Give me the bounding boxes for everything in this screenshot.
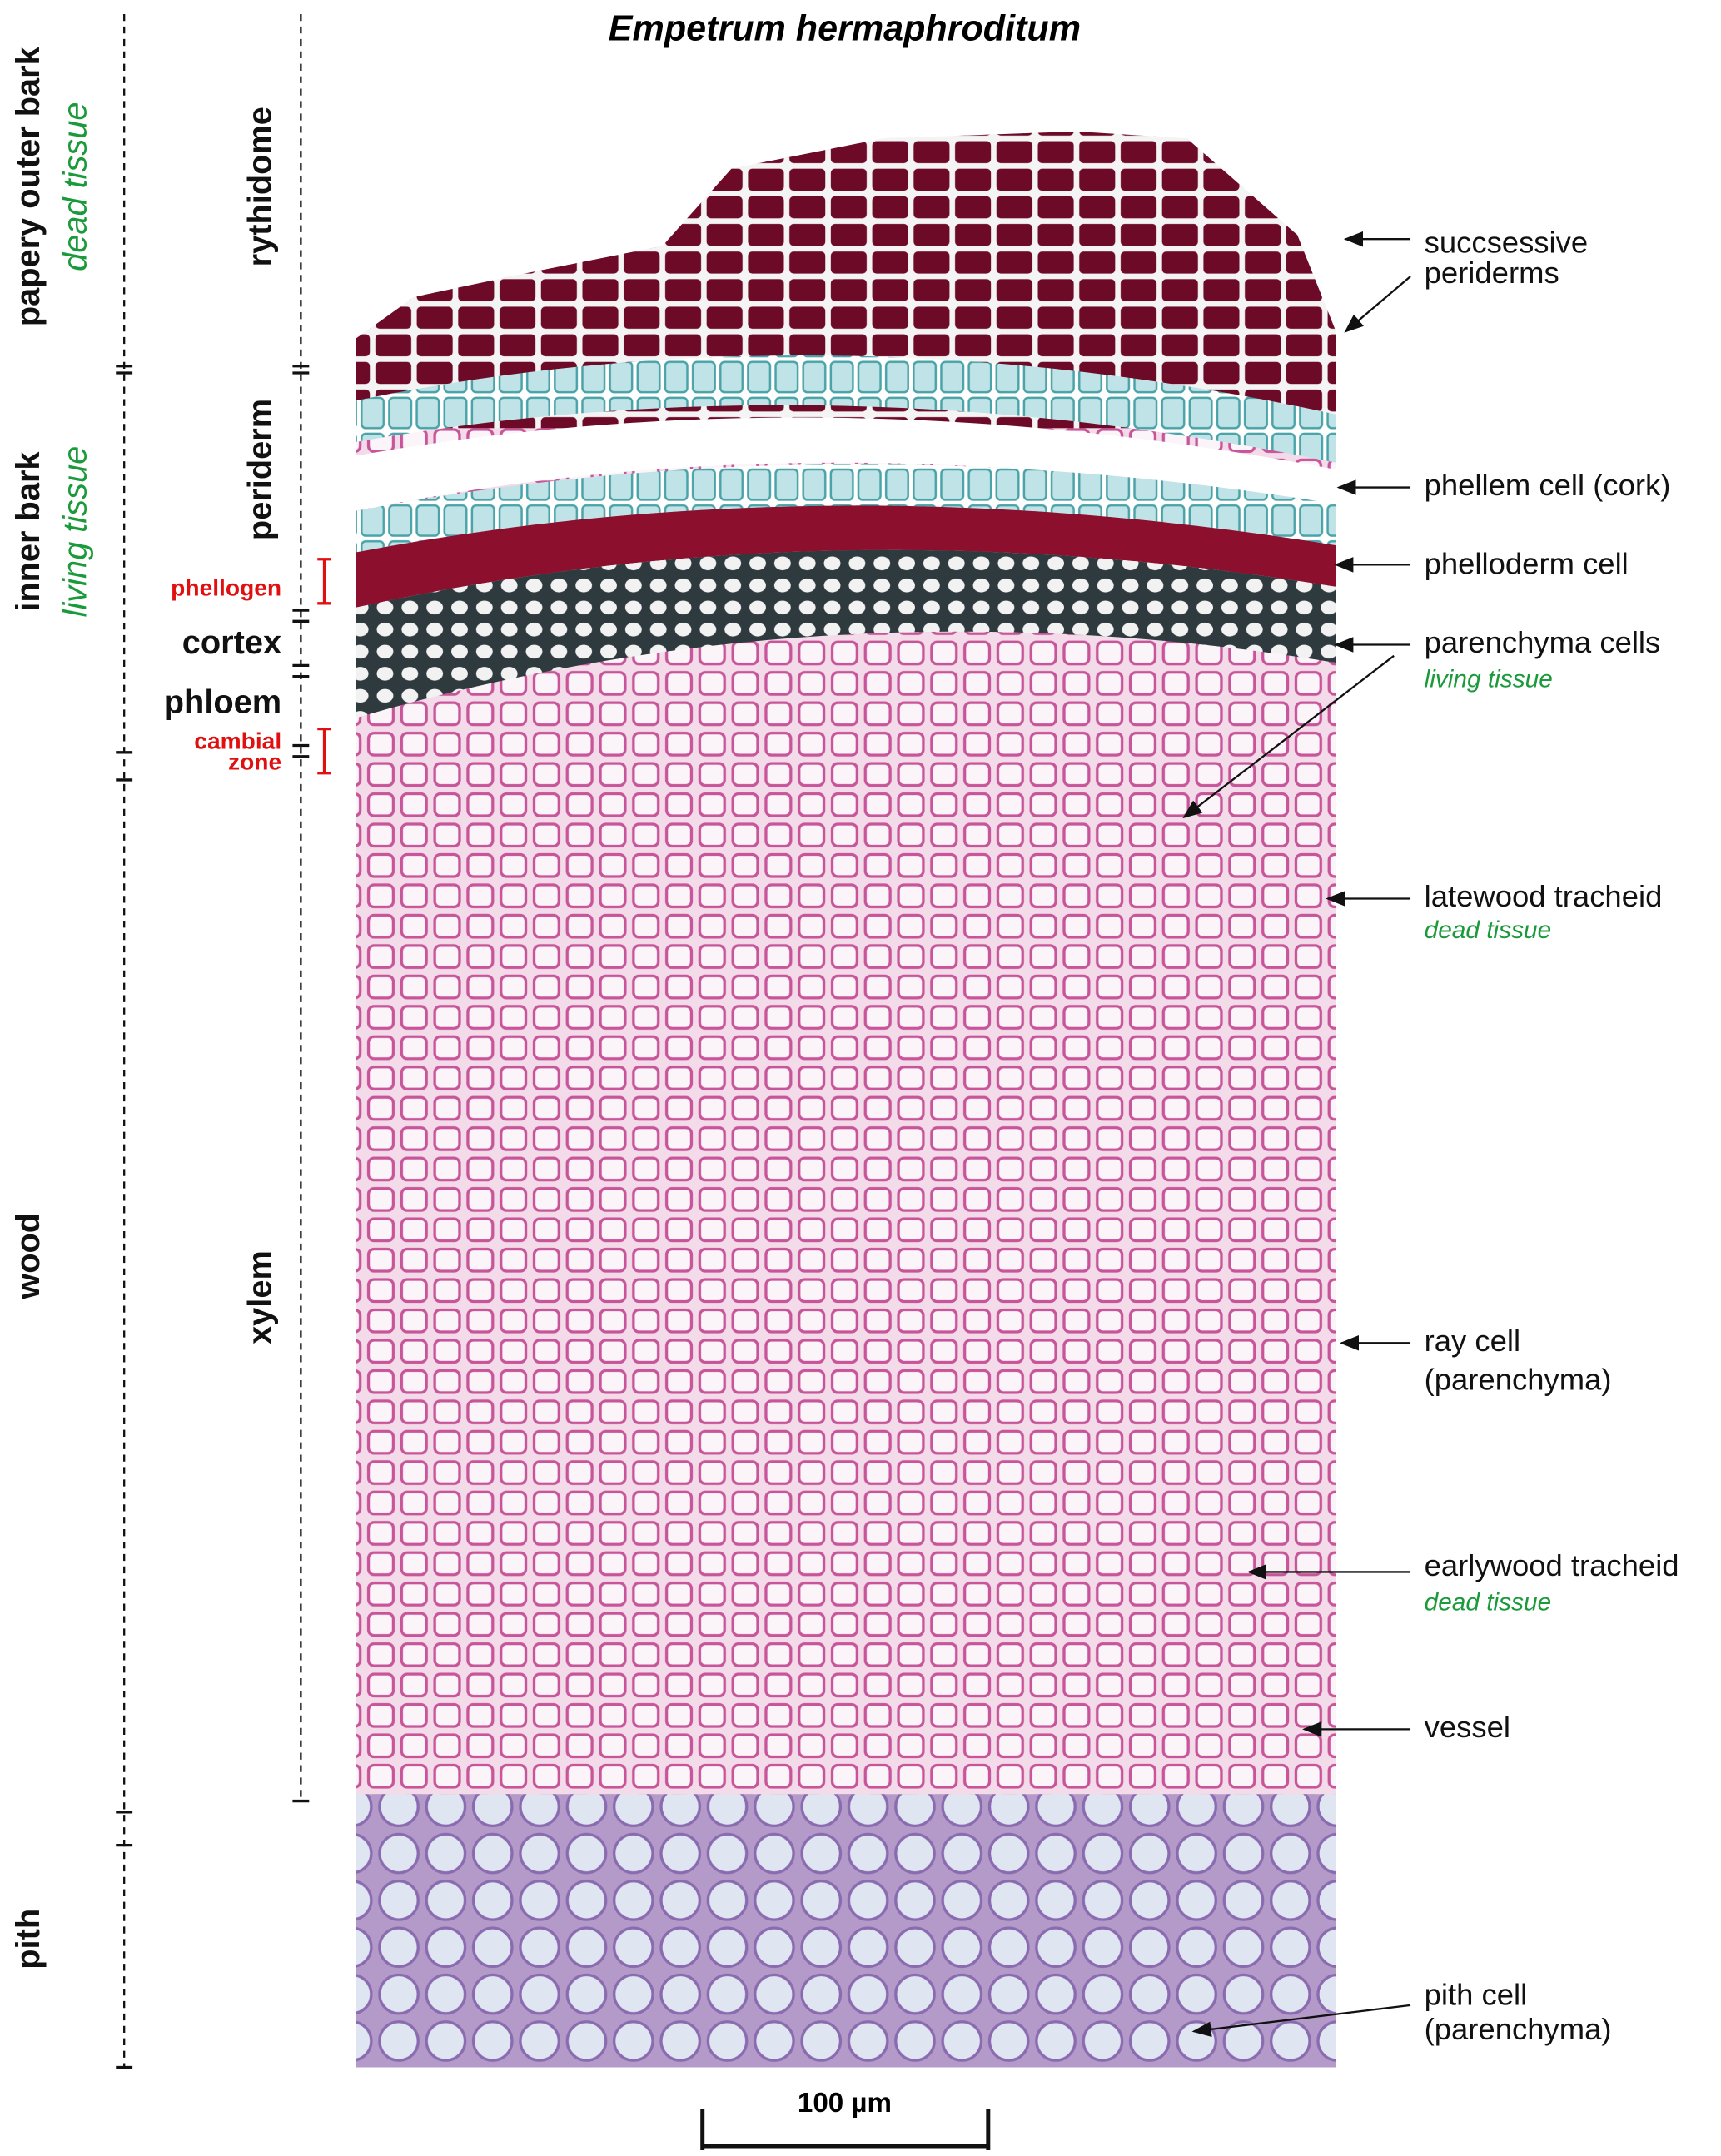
micrograph — [356, 131, 1336, 2068]
scale-label: 100 µm — [798, 2088, 892, 2119]
ticks — [292, 365, 310, 1803]
layer-label: phellogen — [171, 574, 281, 601]
layer-label: rythidome — [241, 107, 278, 266]
layer-label: cortex — [182, 624, 281, 661]
arrow — [1191, 2004, 1411, 2038]
annotation: phellem cell (cork) — [1425, 468, 1671, 502]
layer-label: xylem — [241, 1250, 278, 1344]
region-label: pith — [10, 1909, 47, 1970]
annotations: succsessive periderms phellem cell (cork… — [1182, 225, 1679, 2046]
annotation: (parenchyma) — [1425, 1362, 1612, 1396]
layer-axis: rythidome periderm phellogen cortex phlo… — [164, 14, 331, 1803]
annotation: vessel — [1425, 1710, 1510, 1744]
arrow — [1182, 654, 1395, 819]
scale-bar: 100 µm — [700, 2088, 991, 2150]
annotation-note: dead tissue — [1425, 1588, 1552, 1616]
annotation: periderms — [1425, 256, 1559, 290]
region-axis: papery outer bark dead tissue inner bark… — [10, 14, 133, 2069]
annotation: phelloderm cell — [1425, 547, 1629, 581]
title: Empetrum hermaphroditum — [609, 8, 1081, 48]
layer-label: zone — [228, 748, 281, 775]
annotation: parenchyma cells — [1425, 625, 1661, 659]
annotation-note: dead tissue — [1425, 917, 1552, 944]
bracket — [317, 558, 331, 775]
annotation-note: living tissue — [1425, 665, 1553, 693]
region-note: dead tissue — [57, 102, 93, 271]
region-note: living tissue — [57, 446, 93, 618]
ticks — [116, 365, 133, 2069]
annotation: ray cell — [1425, 1324, 1520, 1358]
scale-line — [700, 2109, 991, 2150]
layer-label: phloem — [164, 683, 281, 720]
annotation: succsessive — [1425, 225, 1589, 259]
layer-label: periderm — [241, 399, 278, 540]
annotation: latewood tracheid — [1425, 879, 1663, 913]
annotation: earlywood tracheid — [1425, 1548, 1679, 1582]
annotation: pith cell — [1425, 1978, 1528, 2012]
layer-label: cambial — [194, 728, 281, 754]
annotation: (parenchyma) — [1425, 2012, 1612, 2046]
region-label: wood — [10, 1213, 47, 1300]
region-label: inner bark — [10, 451, 47, 612]
region-label: papery outer bark — [10, 46, 47, 326]
arrow — [1344, 276, 1411, 333]
